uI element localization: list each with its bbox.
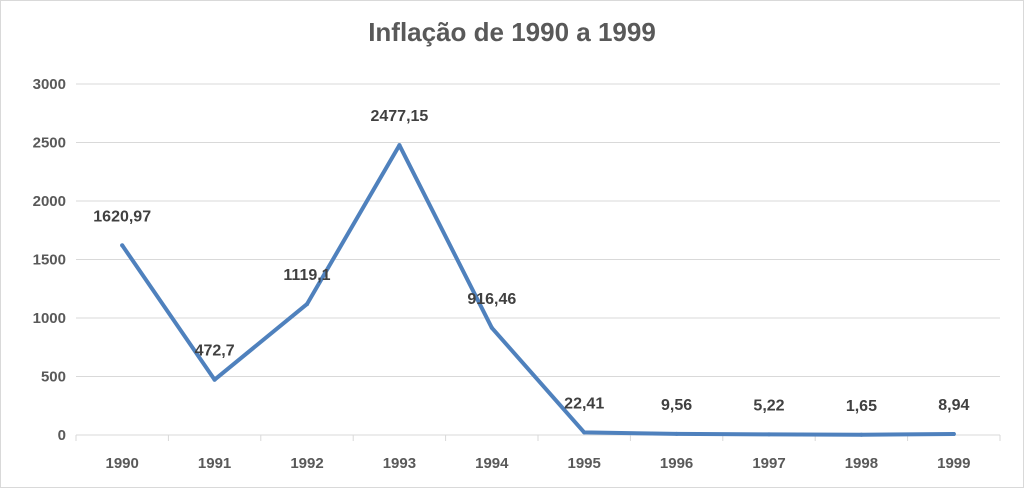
data-point (859, 432, 864, 437)
data-label: 5,22 (753, 397, 784, 414)
data-point (674, 431, 679, 436)
chart-title: Inflação de 1990 a 1999 (368, 17, 656, 47)
x-tick-label: 1996 (660, 455, 693, 472)
data-label: 9,56 (661, 397, 692, 414)
y-tick-label: 0 (58, 427, 66, 444)
data-label: 2477,15 (370, 108, 428, 125)
data-point (582, 430, 587, 435)
data-point (489, 325, 494, 330)
x-tick-label: 1991 (198, 455, 231, 472)
x-tick-label: 1995 (568, 455, 601, 472)
x-tick-label: 1993 (383, 455, 416, 472)
y-tick-label: 3000 (33, 76, 66, 93)
data-point (212, 377, 217, 382)
data-label: 1620,97 (93, 208, 151, 225)
data-point (951, 431, 956, 436)
data-label: 916,46 (467, 291, 516, 308)
data-label: 1,65 (846, 398, 877, 415)
x-tick-label: 1999 (937, 455, 970, 472)
y-tick-label: 500 (41, 369, 66, 386)
data-point (305, 302, 309, 307)
x-tick-label: 1997 (752, 455, 785, 472)
x-tick-label: 1998 (845, 455, 878, 472)
series-line (120, 143, 956, 437)
data-point (767, 432, 771, 437)
x-tick-label: 1992 (290, 455, 323, 472)
data-labels: 1620,97 472,7 1119,1 2477,15 916,46 22,41 9,56… (93, 108, 969, 415)
data-point (120, 243, 125, 248)
x-tick-label: 1990 (106, 455, 139, 472)
y-tick-label: 2500 (33, 135, 66, 152)
data-point (397, 143, 402, 148)
x-tick-label: 1994 (475, 455, 509, 472)
y-tick-label: 1500 (33, 252, 66, 269)
data-label: 8,94 (938, 397, 969, 414)
grid-lines (76, 83, 1000, 377)
data-label: 22,41 (564, 395, 604, 412)
data-label: 472,7 (195, 343, 235, 360)
data-label: 1119,1 (283, 267, 330, 284)
y-tick-label: 1000 (33, 310, 66, 327)
series-line-layer (120, 143, 956, 437)
y-tick-label: 2000 (33, 193, 66, 210)
